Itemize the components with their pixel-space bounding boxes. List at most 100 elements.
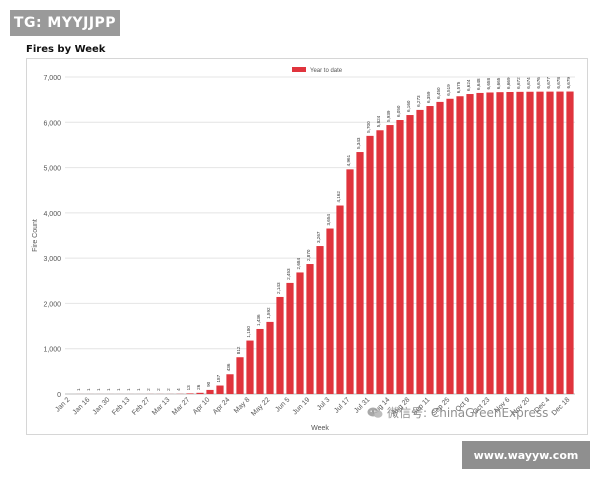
bar [326,228,334,394]
y-tick-label: 3,000 [43,256,61,263]
x-tick-label: Jun 5 [274,396,291,413]
data-label: 3,654 [326,214,331,226]
bar [566,91,574,394]
legend-label: Year to date [310,68,343,74]
y-tick-label: 2,000 [43,301,61,308]
data-label: 2 [146,388,151,391]
bar [406,115,414,394]
bar [226,374,234,394]
bottom-badge[interactable]: www.wayyw.com [462,441,590,469]
data-label: 13 [186,385,191,391]
x-tick-label: May 22 [250,396,271,417]
bar [536,91,544,394]
data-label: 6,676 [536,77,541,89]
data-label: 6,678 [556,77,561,89]
watermark-text: 微信号: ChinaGreenExpress [387,406,549,420]
data-label: 6,674 [526,77,531,89]
bar [506,91,514,395]
data-label: 1 [96,388,101,391]
bar [206,389,214,394]
bar [446,98,454,395]
x-tick-label: Jan 16 [72,396,92,416]
data-label: 2 [156,388,161,391]
x-tick-label: Mar 27 [171,396,191,416]
y-tick-label: 6,000 [43,120,61,127]
y-axis-title: Fire Count [32,219,39,252]
data-label: 6,658 [486,78,491,90]
data-label: 1,180 [246,326,251,338]
data-label: 3,267 [316,231,321,243]
data-label: 6,672 [516,77,521,89]
x-tick-label: Jul 17 [333,396,351,414]
data-label: 4 [176,388,181,391]
wechat-icon [367,407,383,418]
data-label: 6,679 [566,77,571,89]
y-tick-label: 0 [57,392,61,399]
data-label: 6,648 [476,78,481,90]
data-label: 6,575 [456,81,461,93]
data-label: 2,453 [286,268,291,280]
x-tick-label: Jul 3 [316,396,331,411]
data-label: 6,665 [496,77,501,89]
data-label: 6,050 [396,105,401,117]
bar [306,264,314,394]
x-tick-label: Jan 30 [92,396,112,416]
data-label: 90 [206,381,211,387]
bar [426,106,434,394]
x-tick-label: Dec 18 [551,396,572,417]
y-tick-label: 7,000 [43,75,61,82]
bar [456,96,464,394]
data-label: 6,677 [546,77,551,89]
data-label: 2,870 [306,249,311,261]
bar [376,130,384,395]
data-label: 4,961 [346,154,351,166]
data-label: 6,519 [446,84,451,96]
x-tick-label: Apr 24 [212,396,232,416]
bar [236,357,244,394]
bar [336,205,344,394]
y-tick-label: 1,000 [43,347,61,354]
y-tick-label: 5,000 [43,166,61,173]
data-label: 5,824 [376,115,381,127]
data-label: 2 [166,388,171,391]
chart-title: Fires by Week [26,44,106,55]
data-label: 6,273 [416,95,421,107]
x-tick-label: Apr 10 [192,396,212,416]
data-label: 187 [216,374,221,382]
data-label: 1 [86,388,91,391]
x-tick-label: Feb 27 [131,396,151,416]
bar [216,385,224,394]
data-label: 2,143 [276,282,281,294]
bar [276,296,284,394]
bar [486,92,494,394]
data-label: 1,436 [256,314,261,326]
data-label: 26 [196,384,201,390]
bar [436,101,444,395]
bar [396,120,404,394]
bar [196,392,204,394]
watermark: 微信号: ChinaGreenExpress [367,404,548,421]
bar [466,94,474,394]
data-label: 1 [106,388,111,391]
bar [526,91,534,395]
data-label: 1,592 [266,307,271,319]
chart-frame: 0 1,000 2,000 3,000 4,000 5,000 6,000 7,000 1 1 1 1… [26,58,588,435]
bar [346,169,354,394]
data-label: 5,700 [366,121,371,133]
data-label: 6,669 [506,77,511,89]
data-label: 1 [126,388,131,391]
data-label: 1 [136,388,141,391]
bar [416,109,424,394]
legend-swatch [292,67,306,72]
bar [386,125,394,394]
x-tick-label: May 8 [233,396,252,415]
bar [256,328,264,394]
bar [556,91,564,394]
bar [316,246,324,394]
bar [356,152,364,394]
bar [266,321,274,394]
data-label: 6,624 [466,79,471,91]
x-tick-label: Jun 19 [292,396,312,416]
x-tick-label: Feb 13 [111,396,131,416]
bar [516,91,524,395]
